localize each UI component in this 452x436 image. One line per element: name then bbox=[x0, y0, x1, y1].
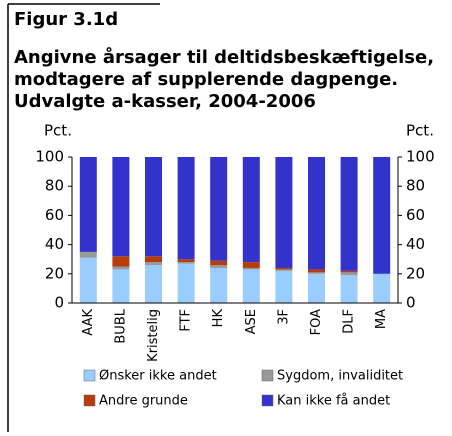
bar-segment bbox=[112, 266, 130, 270]
bar-segment bbox=[210, 267, 228, 303]
x-tick-label: Kristelig bbox=[146, 309, 161, 362]
bar-segment bbox=[242, 267, 260, 270]
x-tick-label: MA bbox=[374, 309, 389, 329]
bar-segment bbox=[177, 259, 195, 263]
bar-segment bbox=[210, 260, 228, 266]
legend-swatch bbox=[83, 369, 96, 382]
bar-segment bbox=[242, 269, 260, 303]
bar-segment bbox=[340, 157, 358, 271]
legend-label: Andre grunde bbox=[99, 394, 188, 409]
bar-segment bbox=[145, 256, 162, 263]
bar-segment bbox=[242, 157, 260, 263]
x-tick-label: AAK bbox=[81, 309, 96, 336]
legend-swatch bbox=[261, 394, 274, 407]
y-tick-label: 60 bbox=[45, 206, 64, 224]
bar-segment bbox=[112, 157, 130, 257]
y-tick-label: 80 bbox=[45, 177, 64, 195]
legend-swatch bbox=[261, 369, 274, 382]
bar-segment bbox=[275, 157, 293, 268]
y2-tick-label: 40 bbox=[406, 235, 425, 253]
bar-segment bbox=[112, 256, 130, 267]
y2-tick-label: 80 bbox=[406, 177, 425, 195]
x-tick-label: BUBL bbox=[113, 308, 128, 343]
x-tick-label: DLF bbox=[342, 309, 357, 334]
legend-label: Ønsker ikke andet bbox=[99, 369, 217, 384]
y2-tick-label: 0 bbox=[406, 294, 416, 312]
chart-title: modtagere af supplerende dagpenge. bbox=[14, 69, 398, 90]
bar-segment bbox=[210, 265, 228, 268]
x-tick-label: FTF bbox=[179, 309, 194, 332]
bar-segment bbox=[308, 272, 325, 274]
bar-segment bbox=[340, 270, 358, 273]
bar-segment bbox=[373, 273, 391, 303]
bar-segment bbox=[275, 269, 293, 271]
bar-segment bbox=[79, 251, 97, 258]
bar-segment bbox=[177, 262, 195, 264]
y-tick-label: 20 bbox=[45, 264, 64, 282]
bar-segment bbox=[242, 262, 260, 268]
bar-segment bbox=[308, 269, 325, 273]
y-axis-label: Pct. bbox=[44, 122, 72, 140]
bar-segment bbox=[145, 157, 162, 257]
bar-segment bbox=[112, 269, 130, 303]
bar-segment bbox=[275, 267, 293, 270]
y-tick-label: 0 bbox=[54, 294, 64, 312]
legend-label: Kan ikke få andet bbox=[277, 394, 390, 409]
x-tick-label: HK bbox=[211, 309, 226, 328]
y2-tick-label: 100 bbox=[406, 148, 435, 166]
bar-segment bbox=[145, 265, 162, 303]
bar-segment bbox=[79, 257, 97, 303]
bar-segment bbox=[210, 157, 228, 261]
chart-title: Udvalgte a-kasser, 2004-2006 bbox=[14, 91, 316, 112]
bar-segment bbox=[308, 157, 325, 270]
y-tick-label: 100 bbox=[35, 148, 64, 166]
x-tick-label: 3F bbox=[276, 309, 291, 325]
figure-label: Figur 3.1d bbox=[14, 9, 118, 30]
y-tick-label: 40 bbox=[45, 235, 64, 253]
bar-segment bbox=[373, 157, 391, 274]
x-tick-label: FOA bbox=[309, 309, 324, 335]
bar-segment bbox=[177, 263, 195, 303]
bar-segment bbox=[340, 272, 358, 276]
bar-segment bbox=[275, 270, 293, 303]
y2-tick-label: 20 bbox=[406, 264, 425, 282]
bar-segment bbox=[177, 157, 195, 260]
bar-segment bbox=[79, 157, 97, 252]
legend-swatch bbox=[83, 394, 96, 407]
x-tick-label: ASE bbox=[244, 309, 259, 334]
bar-segment bbox=[340, 275, 358, 303]
chart-title: Angivne årsager til deltidsbeskæftigelse… bbox=[14, 46, 434, 68]
legend-label: Sygdom, invaliditet bbox=[277, 369, 403, 384]
bar-segment bbox=[308, 273, 325, 303]
bar-segment bbox=[145, 262, 162, 266]
y2-axis-label: Pct. bbox=[406, 122, 434, 140]
y2-tick-label: 60 bbox=[406, 206, 425, 224]
